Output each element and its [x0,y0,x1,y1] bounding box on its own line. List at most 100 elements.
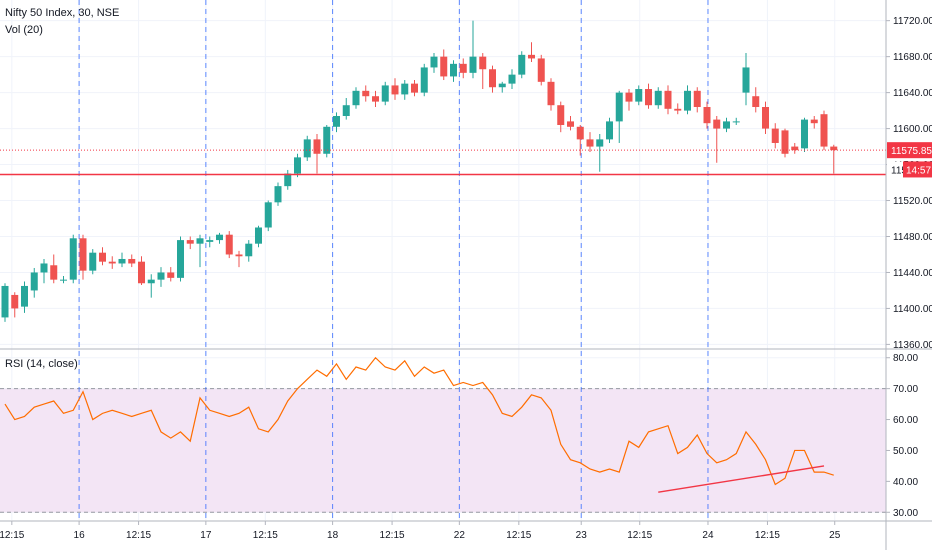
rsi-tick-label: 70.00 [893,384,918,395]
price-tick-label: 11600.00 [893,124,932,135]
candle-body [703,107,711,124]
time-tick-label: 12:15 [506,530,531,541]
candle-body [225,234,233,255]
candle-body [40,263,48,273]
candle-body [206,240,214,242]
candle [138,256,145,286]
time-tick-label: 12:15 [126,530,151,541]
candle-body [557,105,565,125]
candle [645,83,652,109]
rsi-axis: 80.00 70.00 60.00 50.00 40.00 30.00 [886,353,918,519]
candle [781,128,789,158]
candle-body [216,234,223,241]
time-tick-label: 12:15 [380,530,405,541]
rsi-band-lines [0,388,886,513]
candle-body [781,130,789,154]
countdown-badge [903,161,932,178]
candle-body [391,85,399,95]
candle-body [1,285,9,318]
candle-body [21,285,28,307]
candle [11,292,19,318]
candle [752,87,760,113]
candle [635,85,643,106]
candle-body [518,54,526,75]
candle [69,234,77,284]
candle-body [528,54,535,59]
price-axis: 11720.0011680.0011640.0011600.0011560.00… [886,16,932,351]
candle [801,117,808,152]
candle-body [11,294,19,309]
time-tick-label: 18 [327,530,339,541]
candle [30,267,38,298]
candle-body [264,202,272,228]
candle-body [684,90,691,111]
price-badge-mask [887,161,903,178]
candle-body [469,56,477,73]
candle [264,200,272,232]
price-badges: 11575.85 115 14:57 [887,142,932,178]
candle-body [99,252,106,262]
candle-body [508,74,516,84]
candle [625,89,633,111]
rsi-tick-label: 50.00 [893,446,918,457]
price-tick-label: 11520.00 [893,196,932,207]
candle [323,124,331,158]
candle-body [186,240,194,244]
candle-body [489,69,496,88]
candle [196,234,204,268]
candle [430,53,438,73]
current-price-badge [887,142,932,159]
candle [693,87,701,113]
time-tick-label: 23 [576,530,588,541]
candlesticks [1,20,838,322]
candle [684,85,691,115]
candle [723,117,730,133]
time-tick-label: 22 [454,530,466,541]
candle [547,78,555,111]
time-tick-label: 12:15 [627,530,652,541]
candle [255,225,262,248]
candle-body [615,92,623,122]
candle [303,135,311,161]
candle [674,103,682,115]
candle-body [342,105,350,116]
candle-body [352,90,360,106]
candle-body [167,272,175,278]
candle-body [235,254,243,257]
candle-body [830,146,838,151]
rsi-series [4,356,834,486]
candle-body [645,89,652,106]
candle [479,53,487,90]
time-tick-label: 17 [200,530,212,541]
candle-body [60,279,67,281]
candle-body [654,90,662,106]
candle-body [118,258,126,264]
candle-body [128,258,136,264]
candle-body [372,96,379,102]
candle-body [596,139,604,147]
candle [128,254,136,268]
candle-body [810,119,818,124]
candle [469,20,477,79]
candle [508,69,516,90]
candle-body [801,119,808,149]
candle-body [50,265,58,280]
rsi-line [4,356,834,486]
time-tick-label: 25 [829,530,841,541]
candle-body [791,146,799,151]
candle-body [255,227,262,244]
candle [498,81,506,93]
time-tick-label: 16 [74,530,86,541]
candle-body [771,128,779,143]
candle [742,53,750,106]
candle [703,101,711,129]
candle [830,144,838,174]
candle [108,256,116,269]
rsi-overbought-oversold-band [0,388,886,513]
candle [810,116,818,129]
candle-body [635,89,643,102]
candle [177,236,184,282]
candle [235,250,243,268]
candle-body [820,114,828,147]
